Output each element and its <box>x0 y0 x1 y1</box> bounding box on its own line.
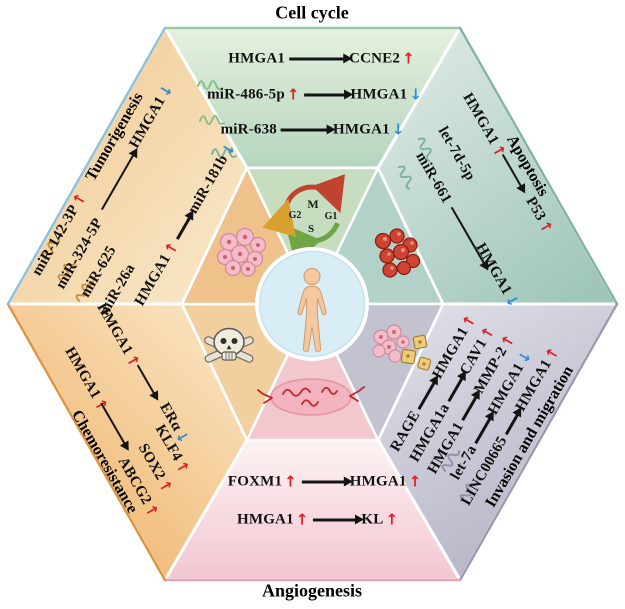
gene-label: FOXM1 <box>227 473 283 490</box>
cycle-phase-g2: G2 <box>289 210 302 221</box>
gene-label: miR-486-5p <box>207 86 285 103</box>
up-arrow-icon <box>385 513 398 528</box>
title-cell-cycle: Cell cycle <box>275 2 349 23</box>
tumor-cells-icon <box>216 227 267 277</box>
up-arrow-icon <box>284 475 297 490</box>
cellcycle-row-mir486: miR-486-5p HMGA1 <box>207 86 423 103</box>
down-arrow-icon <box>392 123 405 138</box>
gene-label: HMGA1 <box>228 50 286 67</box>
arrow-right-icon <box>289 52 353 65</box>
down-arrow-icon <box>409 88 422 103</box>
edge-accents <box>6 26 619 582</box>
up-arrow-icon <box>409 475 422 490</box>
blood-vessels-icon <box>257 378 365 416</box>
arrow-right-icon <box>280 123 336 136</box>
gene-label: HMGA1 <box>349 473 407 490</box>
human-body-icon <box>297 268 327 352</box>
up-arrow-icon <box>402 52 415 67</box>
gene-label: HMGA1 <box>236 511 294 528</box>
apoptotic-cells-icon <box>374 228 421 278</box>
arrow-right-icon <box>313 513 365 526</box>
cycle-phase-g1: G1 <box>325 211 338 222</box>
gene-label: KL <box>361 511 384 528</box>
skull-crossbones-icon <box>204 327 254 363</box>
migrating-cells-icon <box>372 324 432 371</box>
cellcycle-row-ccne2: HMGA1 CCNE2 <box>228 50 415 67</box>
arrow-right-icon <box>304 88 354 101</box>
gene-label: HMGA1 <box>332 121 390 138</box>
up-arrow-icon <box>287 88 300 103</box>
gene-label: CCNE2 <box>349 50 401 67</box>
gene-label: HMGA1 <box>350 86 408 103</box>
cycle-phase-m: M <box>307 197 318 211</box>
arrow-right-icon <box>301 475 353 488</box>
up-arrow-icon <box>296 513 309 528</box>
cycle-phase-s: S <box>308 223 314 235</box>
gene-label: miR-638 <box>220 121 277 138</box>
cell-cycle-wheel-icon: M G1 S G2 <box>262 174 345 263</box>
cellcycle-row-mir638: miR-638 HMGA1 <box>220 121 406 138</box>
angiogenesis-row-foxm1: FOXM1 HMGA1 <box>227 473 422 490</box>
title-angiogenesis: Angiogenesis <box>261 580 363 601</box>
angiogenesis-row-kl: HMGA1 KL <box>236 511 399 528</box>
